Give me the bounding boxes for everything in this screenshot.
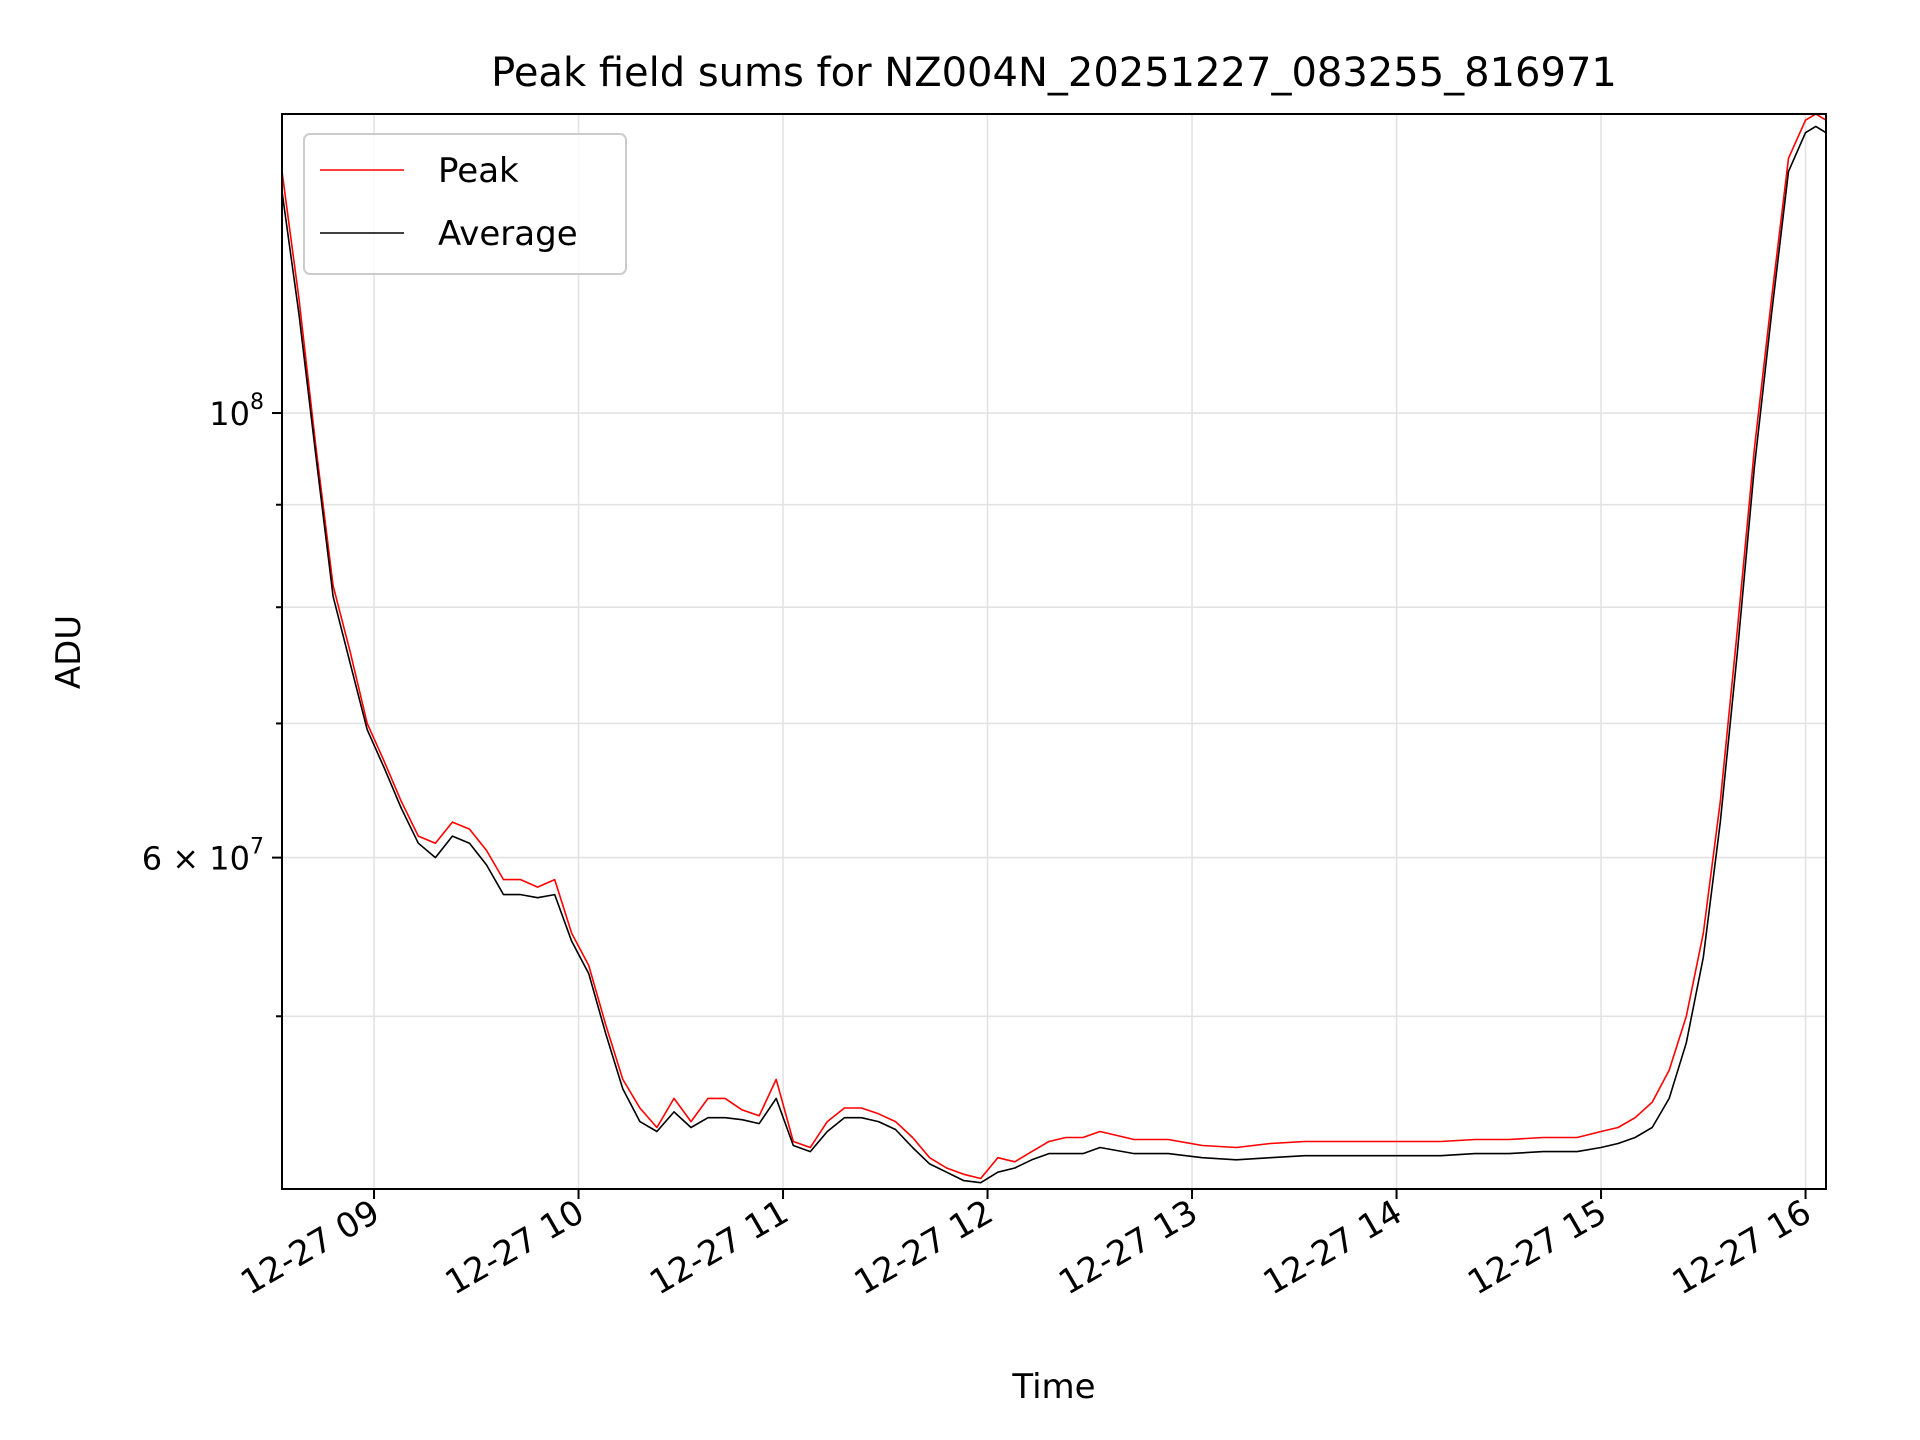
plot-series — [281, 113, 1827, 1184]
x-axis-label: Time — [1011, 1367, 1095, 1407]
y-tick-label-exponent: 8 — [250, 390, 264, 415]
y-tick-label-base: 10 — [209, 395, 250, 433]
series-line-peak — [281, 113, 1827, 1180]
series-line-average — [281, 125, 1827, 1184]
chart-title: Peak field sums for NZ004N_20251227_0832… — [491, 50, 1617, 96]
y-tick-label: 6 × 107 — [142, 835, 264, 878]
y-tick-label-exponent: 7 — [250, 835, 264, 860]
y-tick-label: 108 — [209, 390, 264, 433]
legend: Peak Average — [303, 133, 627, 275]
grid — [282, 114, 1826, 1189]
y-axis: 108 6 × 107 — [142, 390, 282, 1018]
legend-box — [303, 133, 627, 275]
y-axis-label: ADU — [49, 615, 89, 689]
legend-label-peak: Peak — [438, 151, 519, 191]
y-tick-label-base: 6 × 10 — [142, 840, 250, 878]
plot-frame — [281, 113, 1827, 1190]
legend-label-average: Average — [438, 214, 578, 254]
